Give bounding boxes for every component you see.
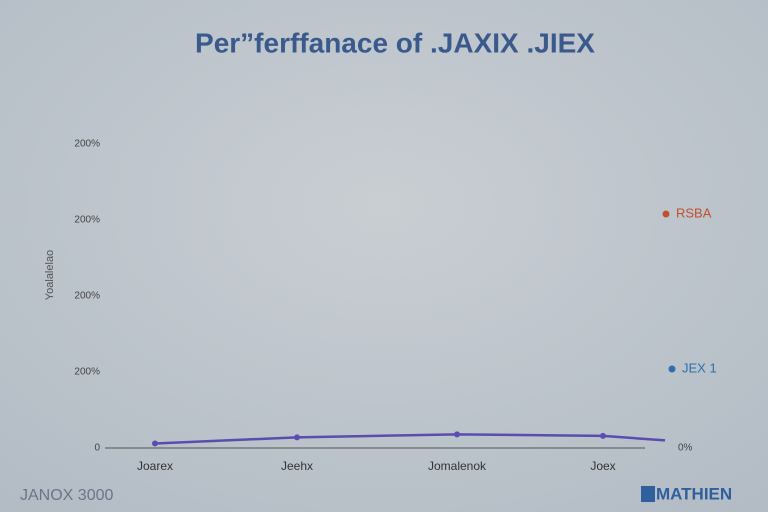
x-tick-label: Joarex [137, 459, 173, 473]
annotation-dot [668, 365, 676, 373]
point [600, 432, 606, 439]
y-tick-label: 200% [74, 215, 100, 226]
y-tick-label: 200% [74, 291, 100, 302]
point [152, 440, 158, 447]
y-tick-label: 200% [74, 367, 100, 378]
footer: JANOX 3000 [20, 487, 113, 504]
y-tick-label: 0 [94, 443, 100, 454]
brand-logo [641, 486, 655, 502]
y-axis-label: Yoalalelao [44, 250, 56, 300]
x-tick-label: Jomalenok [428, 459, 487, 473]
y-tick-label: 200% [74, 139, 100, 150]
annotation-dot [662, 210, 670, 218]
x-tick-label: Jeehx [281, 459, 313, 473]
point [454, 431, 460, 438]
annotation: JEX 1 [682, 360, 717, 375]
x-tick-label: Joex [590, 459, 615, 473]
annotation: RSBA [676, 205, 712, 220]
right-label: 0% [678, 443, 693, 454]
chart-title: Per”ferffanace of .JAXIX .JIEX [195, 27, 595, 58]
point [294, 434, 300, 441]
brand: MATHIEN [656, 484, 732, 503]
